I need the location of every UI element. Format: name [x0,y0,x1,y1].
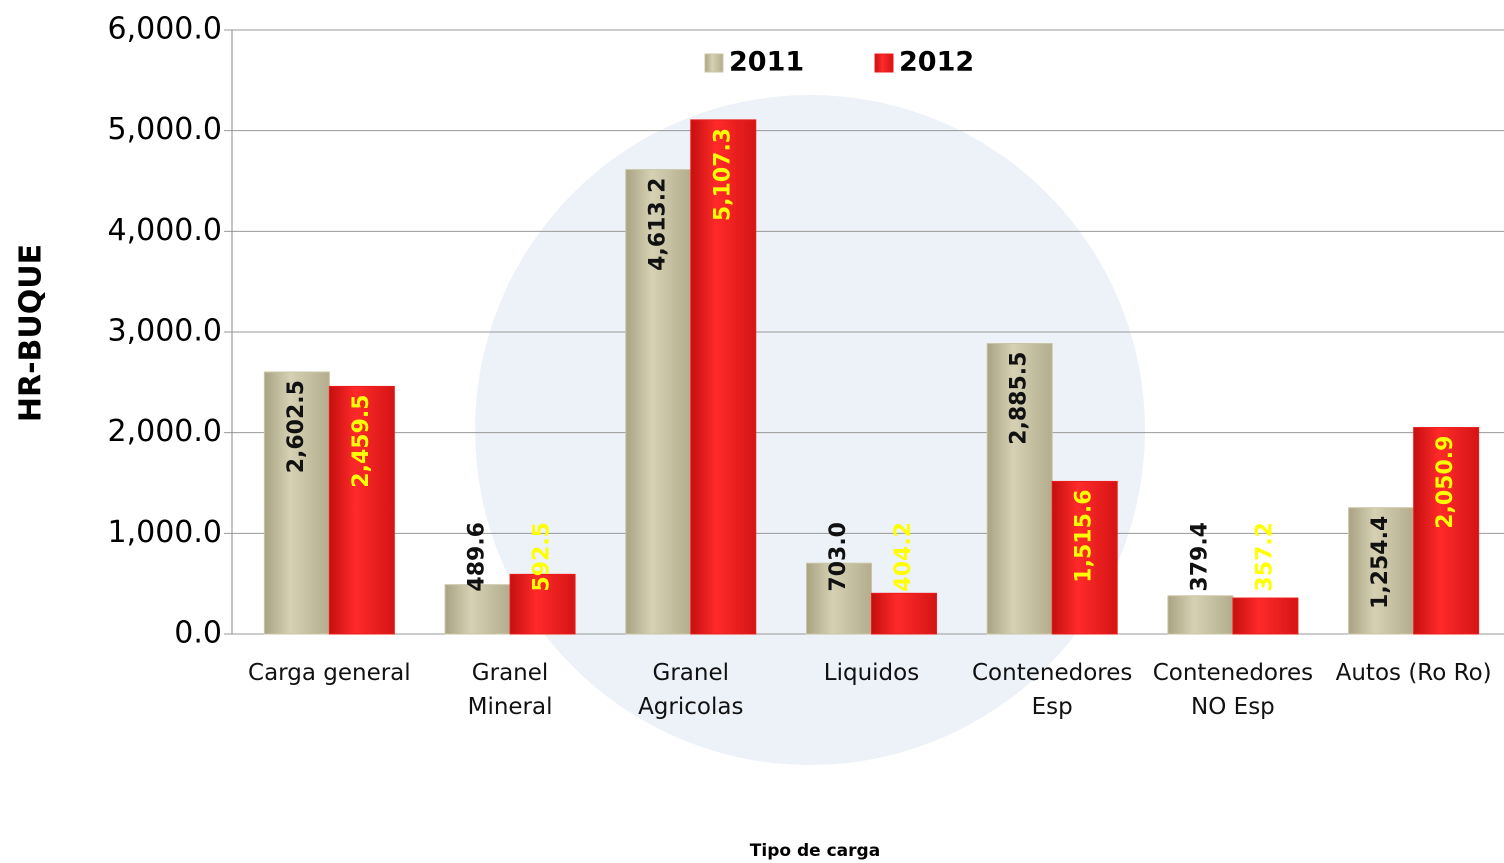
data-label: 2,602.5 [284,380,309,473]
y-tick-label: 6,000.0 [107,12,222,47]
bar [1232,597,1299,635]
legend-label: 2012 [899,47,974,78]
data-label: 703.0 [826,522,851,592]
x-tick-label: Carga general [248,660,411,686]
x-tick-label: Liquidos [823,660,920,686]
x-tick-label: Contenedores NO Esp [1152,660,1314,720]
y-axis-title: HR-BUQUE [14,244,49,422]
bar [328,385,395,635]
x-tick-label: Contenedores Esp [972,660,1133,720]
data-label: 357.2 [1252,522,1277,592]
bar [1413,427,1480,635]
y-tick-label: 0.0 [174,616,222,651]
y-tick-label: 4,000.0 [107,213,222,248]
legend-swatch [874,53,894,73]
x-axis-title: Tipo de carga [750,841,880,861]
y-tick-label: 1,000.0 [107,515,222,550]
x-tick-label: Granel Mineral [467,660,553,720]
legend-swatch [704,53,724,73]
data-label: 5,107.3 [710,128,735,221]
bar [871,592,937,635]
y-tick-label: 2,000.0 [107,414,222,449]
y-tick-label: 5,000.0 [107,112,222,147]
x-tick-label: Autos (Ro Ro) [1335,660,1492,686]
bar [263,371,330,635]
data-label: 2,885.5 [1007,352,1032,445]
data-label: 2,050.9 [1433,436,1458,529]
data-label: 2,459.5 [349,394,374,487]
bar [986,343,1053,635]
bar [1051,480,1118,635]
data-label: 1,515.6 [1072,489,1097,582]
bar [1167,595,1234,635]
bar [690,119,757,635]
data-label: 4,613.2 [645,178,670,271]
data-label: 592.5 [530,522,555,592]
bar [806,562,872,635]
data-label: 1,254.4 [1368,516,1393,609]
data-label: 404.2 [891,522,916,592]
y-tick-label: 3,000.0 [107,314,222,349]
bar [509,573,576,635]
data-label: 379.4 [1187,522,1212,592]
x-tick-label: Granel Agricolas [638,660,744,720]
data-label: 489.6 [465,522,490,592]
bar [1348,507,1415,635]
legend-label: 2011 [729,47,804,78]
